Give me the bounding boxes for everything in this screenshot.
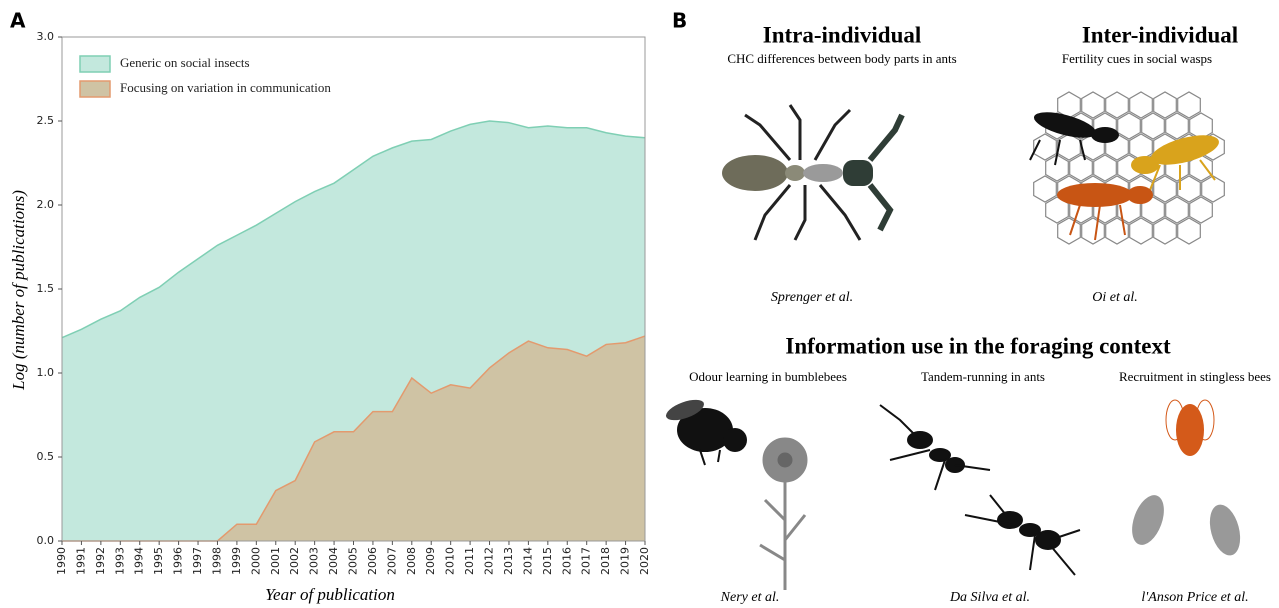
hexagon (1189, 112, 1213, 140)
x-tick-label: 2007 (385, 547, 398, 575)
panel-label: A (10, 9, 26, 33)
x-axis-label: Year of publication (265, 585, 395, 604)
hexagon (1177, 175, 1201, 203)
hexagon (1045, 154, 1069, 182)
hexagon (1153, 175, 1177, 203)
hexagon (1129, 91, 1153, 119)
citation: Nery et al. (720, 590, 780, 605)
hexagon (1177, 217, 1201, 245)
section-title: Inter-individual (1082, 22, 1238, 47)
hexagon (1177, 91, 1201, 119)
hexagon (1057, 217, 1081, 245)
hexagon (1165, 196, 1189, 224)
x-tick-label: 2003 (308, 547, 321, 575)
hexagon (1057, 133, 1081, 161)
x-tick-label: 2010 (444, 547, 457, 575)
x-tick-label: 2006 (366, 547, 379, 575)
x-tick-label: 2000 (249, 547, 262, 575)
section-title: Intra-individual (763, 22, 922, 47)
hexagon (1189, 196, 1213, 224)
x-tick-label: 1998 (210, 547, 223, 575)
section-subtitle: Odour learning in bumblebees (689, 369, 847, 384)
citation: l'Anson Price et al. (1141, 590, 1248, 605)
x-tick-label: 1995 (152, 547, 165, 575)
legend-swatch (79, 55, 111, 73)
citation: Oi et al. (1092, 290, 1138, 305)
section-subtitle: Recruitment in stingless bees (1119, 369, 1271, 384)
hexagon (1093, 154, 1117, 182)
area (62, 336, 645, 541)
hexagon (1105, 217, 1129, 245)
panel-b: Intra-individual CHC differences between… (689, 22, 1271, 605)
legend-label: Focusing on variation in communication (120, 80, 331, 95)
y-tick-label: 3.0 (37, 30, 55, 43)
y-axis-label: Log (number of publications) (9, 190, 28, 391)
ant-pair-illustration (879, 404, 1081, 576)
x-tick-label: 2016 (560, 547, 573, 575)
section-subtitle: CHC differences between body parts in an… (727, 51, 956, 66)
y-tick-label: 2.5 (37, 114, 55, 127)
x-tick-label: 1997 (191, 547, 204, 575)
x-tick-label: 2013 (502, 547, 515, 575)
hexagon (1141, 112, 1165, 140)
section-title: Information use in the foraging context (785, 333, 1171, 358)
x-tick-label: 2019 (619, 547, 632, 575)
hexagon (1105, 91, 1129, 119)
x-tick-label: 2012 (483, 547, 496, 575)
x-tick-label: 2014 (521, 547, 534, 575)
citation: Sprenger et al. (771, 290, 853, 305)
hexagon (1153, 91, 1177, 119)
y-tick-label: 1.0 (37, 366, 55, 379)
hexagon (1081, 91, 1105, 119)
bumblebee-illustration (666, 399, 747, 466)
x-tick-label: 1994 (133, 547, 146, 575)
hexagon (1033, 133, 1057, 161)
x-tick-label: 1990 (55, 547, 68, 575)
hexagon (1165, 112, 1189, 140)
y-tick-label: 2.0 (37, 198, 55, 211)
x-tick-label: 2017 (580, 547, 593, 575)
x-tick-label: 1996 (172, 547, 185, 575)
x-tick-label: 2018 (599, 547, 612, 575)
hexagon (1189, 154, 1213, 182)
wasp-illustration (1029, 112, 1219, 241)
flower-illustration (759, 437, 808, 590)
x-tick-label: 2002 (288, 547, 301, 575)
x-tick-label: 1993 (113, 547, 126, 575)
citation: Da Silva et al. (949, 590, 1030, 605)
y-tick-label: 0.5 (37, 450, 55, 463)
area-edge (61, 120, 646, 339)
x-tick-label: 2011 (463, 547, 476, 575)
y-tick-label: 1.5 (37, 282, 55, 295)
legend-label: Generic on social insects (120, 55, 250, 70)
hexagon (1069, 154, 1093, 182)
y-tick-label: 0.0 (37, 534, 55, 547)
x-tick-label: 2005 (347, 547, 360, 575)
x-tick-label: 2020 (638, 547, 651, 575)
legend-swatch (79, 80, 111, 98)
section-subtitle: Tandem-running in ants (921, 369, 1045, 384)
hexagon (1201, 175, 1225, 203)
x-tick-label: 2004 (327, 547, 340, 575)
hexagon (1129, 133, 1153, 161)
x-tick-label: 2015 (541, 547, 554, 575)
x-tick-label: 1999 (230, 547, 243, 575)
stingless-bee-illustration (1132, 399, 1241, 556)
x-tick-label: 2001 (269, 547, 282, 575)
x-tick-label: 2008 (405, 547, 418, 575)
hexagon (1081, 217, 1105, 245)
hexagon (1153, 217, 1177, 245)
x-tick-label: 2009 (424, 547, 437, 575)
x-tick-label: 1991 (74, 547, 87, 575)
hexagon (1117, 112, 1141, 140)
x-tick-label: 1992 (94, 547, 107, 575)
ant-illustration (722, 104, 905, 241)
hexagon (1033, 175, 1057, 203)
hexagon (1129, 217, 1153, 245)
panel-label: B (672, 9, 687, 33)
section-subtitle: Fertility cues in social wasps (1062, 51, 1212, 66)
